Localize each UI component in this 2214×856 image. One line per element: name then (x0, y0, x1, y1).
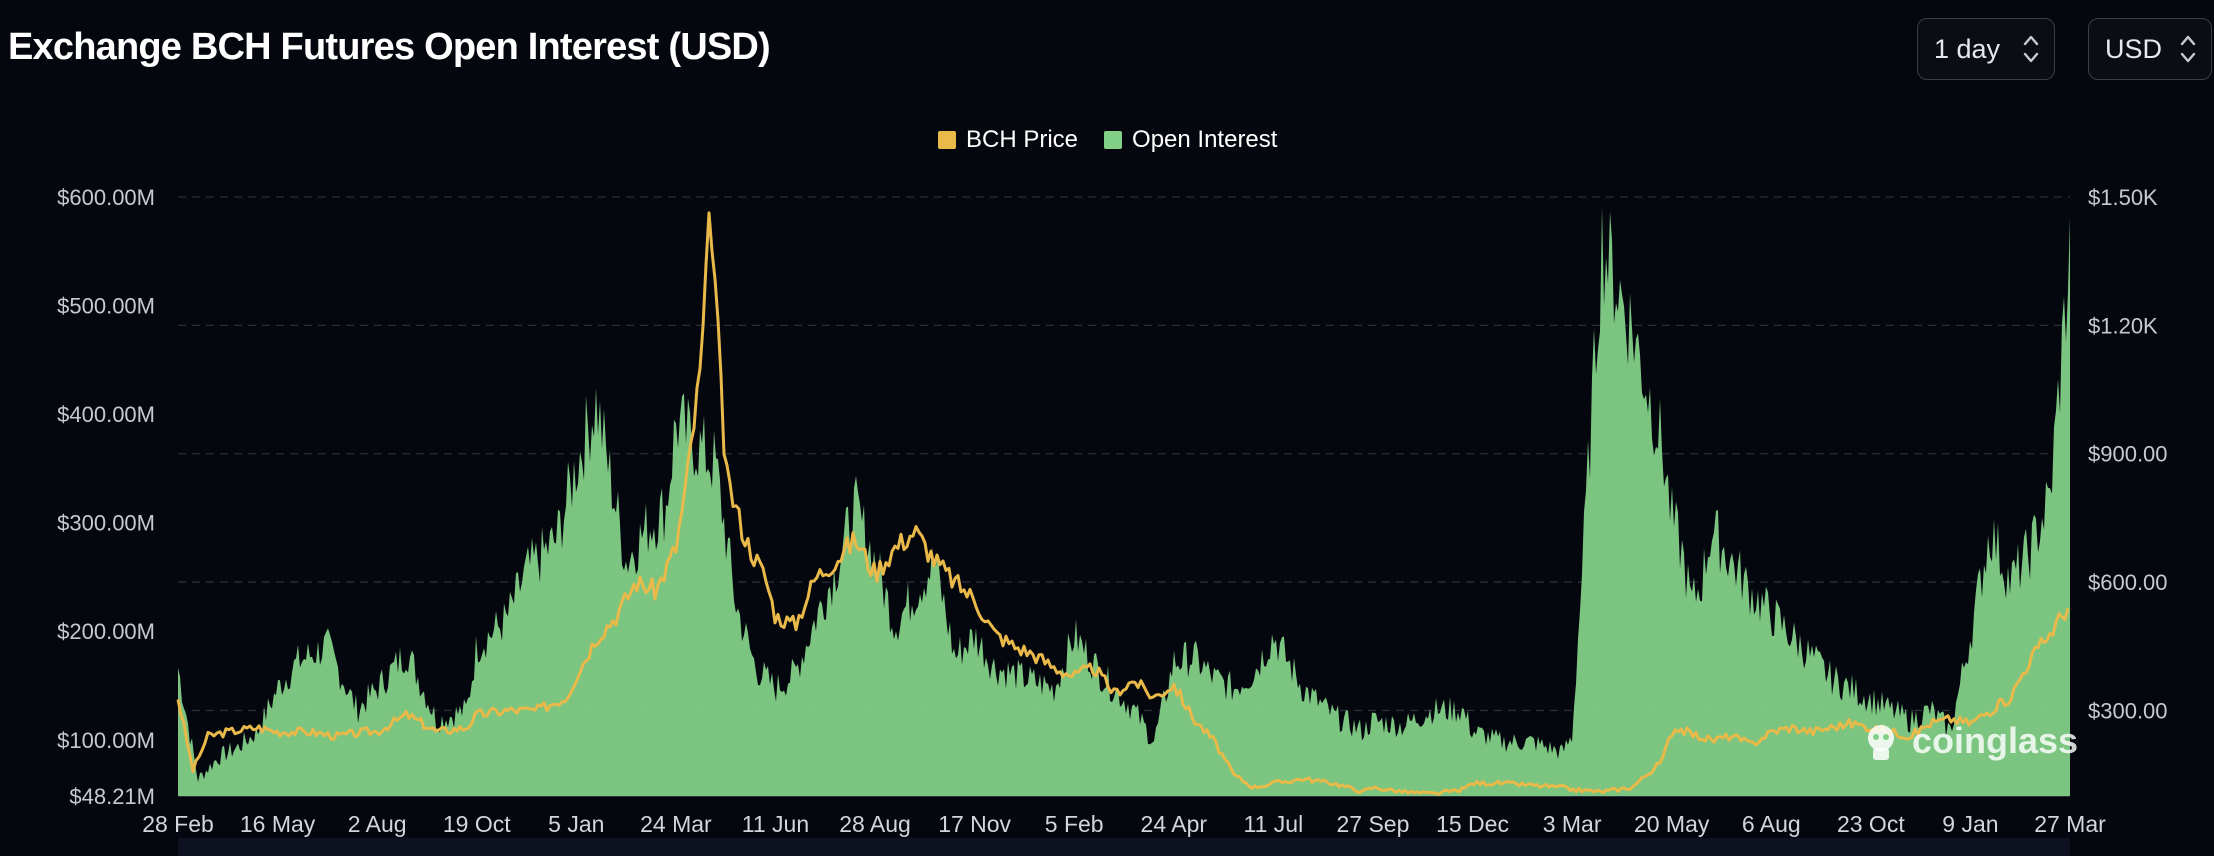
page-title: Exchange BCH Futures Open Interest (USD) (8, 26, 771, 68)
x-tick-label: 11 Jun (742, 811, 809, 837)
x-tick-label: 6 Aug (1742, 811, 1801, 837)
y-right-tick-label: $600.00 (2088, 570, 2168, 595)
x-tick-label: 9 Jan (1942, 811, 1998, 837)
x-tick-label: 28 Aug (839, 811, 911, 837)
y-right-tick-label: $1.20K (2088, 313, 2158, 338)
legend-swatch-bch-price (938, 131, 956, 149)
chevron-up-down-icon (2023, 35, 2039, 63)
y-right-tick-label: $900.00 (2088, 442, 2168, 467)
y-left-tick-label: $300.00M (57, 511, 155, 536)
x-tick-label: 24 Apr (1141, 811, 1208, 837)
open-interest-area (178, 205, 2070, 796)
time-range-value: 1 day (1934, 33, 2001, 64)
x-tick-label: 24 Mar (640, 811, 712, 837)
legend-item-bch-price[interactable]: BCH Price (938, 126, 1078, 154)
bch-price-line (176, 211, 2070, 796)
legend-item-open-interest[interactable]: Open Interest (1104, 126, 1277, 154)
x-tick-label: 16 May (240, 811, 316, 837)
x-tick-label: 20 May (1634, 811, 1710, 837)
chevron-up-down-icon (2180, 35, 2196, 63)
y-right-tick-label: $300.00 (2088, 698, 2168, 723)
coinglass-logo-icon (1868, 725, 1894, 760)
y-left-tick-label: $600.00M (57, 185, 155, 210)
legend-label-bch-price: BCH Price (966, 126, 1079, 153)
legend-swatch-open-interest (1104, 131, 1123, 149)
currency-value: USD (2105, 33, 2163, 64)
time-range-select[interactable]: 1 day (1917, 18, 2055, 80)
x-tick-label: 23 Oct (1837, 811, 1905, 837)
x-tick-label: 15 Dec (1436, 811, 1509, 837)
y-left-tick-label: $100.00M (57, 728, 155, 753)
y-left-tick-label: $48.21M (69, 784, 155, 809)
x-tick-label: 17 Nov (938, 811, 1011, 837)
watermark-text: coinglass (1912, 720, 2079, 761)
x-tick-label: 27 Mar (2034, 811, 2106, 837)
watermark: coinglass (1858, 718, 2078, 764)
chart-legend: BCH Price Open Interest (938, 126, 1277, 154)
range-scrollbar (178, 838, 2070, 856)
currency-select[interactable]: USD (2088, 18, 2212, 80)
y-left-tick-label: $500.00M (57, 294, 155, 319)
legend-label-open-interest: Open Interest (1132, 126, 1278, 153)
x-tick-label: 5 Jan (548, 811, 604, 837)
y-right-tick-label: $1.50K (2088, 185, 2158, 210)
x-tick-label: 5 Feb (1045, 811, 1104, 837)
x-tick-label: 2 Aug (348, 811, 407, 837)
x-tick-label: 28 Feb (142, 811, 214, 837)
y-left-tick-label: $400.00M (57, 402, 155, 427)
y-left-tick-label: $200.00M (57, 619, 155, 644)
x-tick-label: 19 Oct (443, 811, 511, 837)
x-tick-label: 11 Jul (1244, 811, 1304, 837)
x-tick-label: 3 Mar (1543, 811, 1602, 837)
x-tick-label: 27 Sep (1336, 811, 1409, 837)
